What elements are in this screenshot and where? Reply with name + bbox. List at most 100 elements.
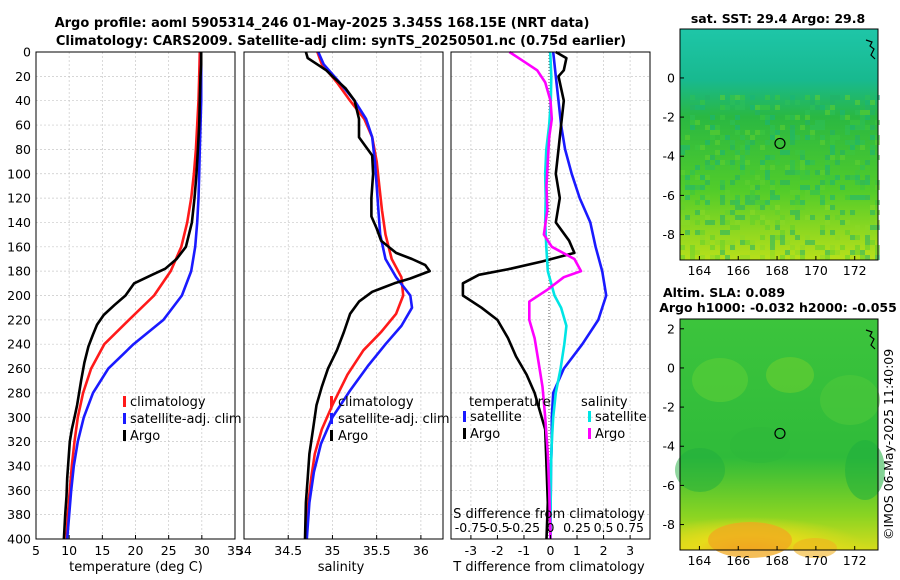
- difference-series: [461, 50, 608, 540]
- sst-pixel: [755, 195, 760, 200]
- sst-pixel: [785, 180, 790, 185]
- x-tick-label: 30: [194, 543, 210, 558]
- sst-pixel: [820, 245, 825, 250]
- legend-satellite-label: satellite-adj. clim: [130, 412, 242, 427]
- depth-tick-label: 280: [7, 385, 31, 400]
- sst-pixel: [775, 205, 780, 210]
- sst-pixel: [855, 195, 860, 200]
- sst-pixel: [735, 195, 740, 200]
- sst-pixel: [735, 225, 740, 230]
- sst-pixel: [730, 245, 735, 250]
- sst-pixel: [735, 220, 740, 225]
- sst-pixel: [825, 175, 830, 180]
- sst-pixel: [795, 115, 800, 120]
- legend-s-argo-swatch: [588, 428, 591, 439]
- sst-pixel: [770, 240, 775, 245]
- x-tick-label: 5: [32, 543, 40, 558]
- sst-pixel: [785, 250, 790, 255]
- sst-pixel: [820, 180, 825, 185]
- sst-pixel: [730, 140, 735, 145]
- sst-pixel: [780, 215, 785, 220]
- sst-pixel: [740, 235, 745, 240]
- sst-pixel: [685, 215, 690, 220]
- sst-pixel: [865, 230, 870, 235]
- sst-pixel: [700, 230, 705, 235]
- sst-pixel: [815, 170, 820, 175]
- sst-pixel: [770, 130, 775, 135]
- sst-pixel: [745, 255, 750, 260]
- sst-pixel: [810, 135, 815, 140]
- sst-pixel: [855, 170, 860, 175]
- sst-pixel: [710, 125, 715, 130]
- sst-pixel: [860, 115, 865, 120]
- sst-pixel: [805, 110, 810, 115]
- salinity-panel: 34 34.5 35 35.5 36 salinity climatology sate…: [236, 51, 450, 575]
- sst-pixel: [765, 225, 770, 230]
- sst-pixel: [705, 205, 710, 210]
- sst-pixel: [835, 215, 840, 220]
- x-tick-label: -3: [465, 543, 477, 558]
- sst-pixel: [775, 105, 780, 110]
- sst-pixel: [775, 235, 780, 240]
- sst-pixel: [850, 140, 855, 145]
- lat-tick-label: 0: [667, 360, 675, 375]
- sst-pixel: [750, 195, 755, 200]
- sst-pixel: [765, 155, 770, 160]
- sst-pixel: [810, 240, 815, 245]
- sst-pixel: [860, 195, 865, 200]
- sst-pixel: [700, 235, 705, 240]
- sst-pixel: [765, 140, 770, 145]
- sst-pixel: [825, 160, 830, 165]
- sst-pixel: [835, 250, 840, 255]
- sst-pixel: [730, 120, 735, 125]
- sst-pixel: [770, 250, 775, 255]
- series-line-satellite-adj-clim: [65, 52, 203, 540]
- lat-tick-label: -4: [663, 149, 676, 164]
- sst-pixel: [695, 185, 700, 190]
- sst-pixel: [685, 145, 690, 150]
- sst-pixel: [680, 170, 685, 175]
- sst-pixel: [775, 195, 780, 200]
- sla-map-title1: Altim. SLA: 0.089: [663, 285, 785, 300]
- sst-pixel: [770, 235, 775, 240]
- sst-pixel: [760, 220, 765, 225]
- sst-pixel: [700, 100, 705, 105]
- sst-pixel: [755, 185, 760, 190]
- sst-pixel: [800, 150, 805, 155]
- sst-pixel: [770, 135, 775, 140]
- sst-pixel: [820, 200, 825, 205]
- sst-pixel: [840, 245, 845, 250]
- depth-tick-label: 400: [7, 532, 31, 547]
- sst-pixel: [840, 210, 845, 215]
- s-tick-label: 0.75: [616, 520, 644, 535]
- sst-pixel: [785, 115, 790, 120]
- sst-pixel: [805, 175, 810, 180]
- sst-pixel: [805, 120, 810, 125]
- sst-pixel: [830, 180, 835, 185]
- legend-satellite-swatch: [123, 413, 126, 424]
- sst-pixel: [845, 95, 850, 100]
- sst-pixel: [720, 95, 725, 100]
- sst-pixel: [835, 175, 840, 180]
- sst-pixel: [860, 185, 865, 190]
- lon-tick-label: 172: [843, 553, 867, 568]
- sst-pixel: [790, 115, 795, 120]
- sst-pixel: [785, 230, 790, 235]
- difference-legend: temperature salinity satellite Argo sate…: [463, 395, 647, 442]
- sst-pixel: [820, 125, 825, 130]
- sst-pixel: [780, 235, 785, 240]
- sst-pixel: [735, 105, 740, 110]
- sst-pixel: [865, 235, 870, 240]
- lat-tick-label: -8: [663, 517, 676, 532]
- sst-pixel: [820, 170, 825, 175]
- sst-pixel: [720, 250, 725, 255]
- sst-pixel: [710, 220, 715, 225]
- sst-pixel: [820, 135, 825, 140]
- series-line-t-satellite: [549, 51, 608, 539]
- sst-pixel: [785, 100, 790, 105]
- sst-pixel: [720, 160, 725, 165]
- sst-pixel: [830, 140, 835, 145]
- sst-pixel: [845, 125, 850, 130]
- depth-tick-label: 380: [7, 507, 31, 522]
